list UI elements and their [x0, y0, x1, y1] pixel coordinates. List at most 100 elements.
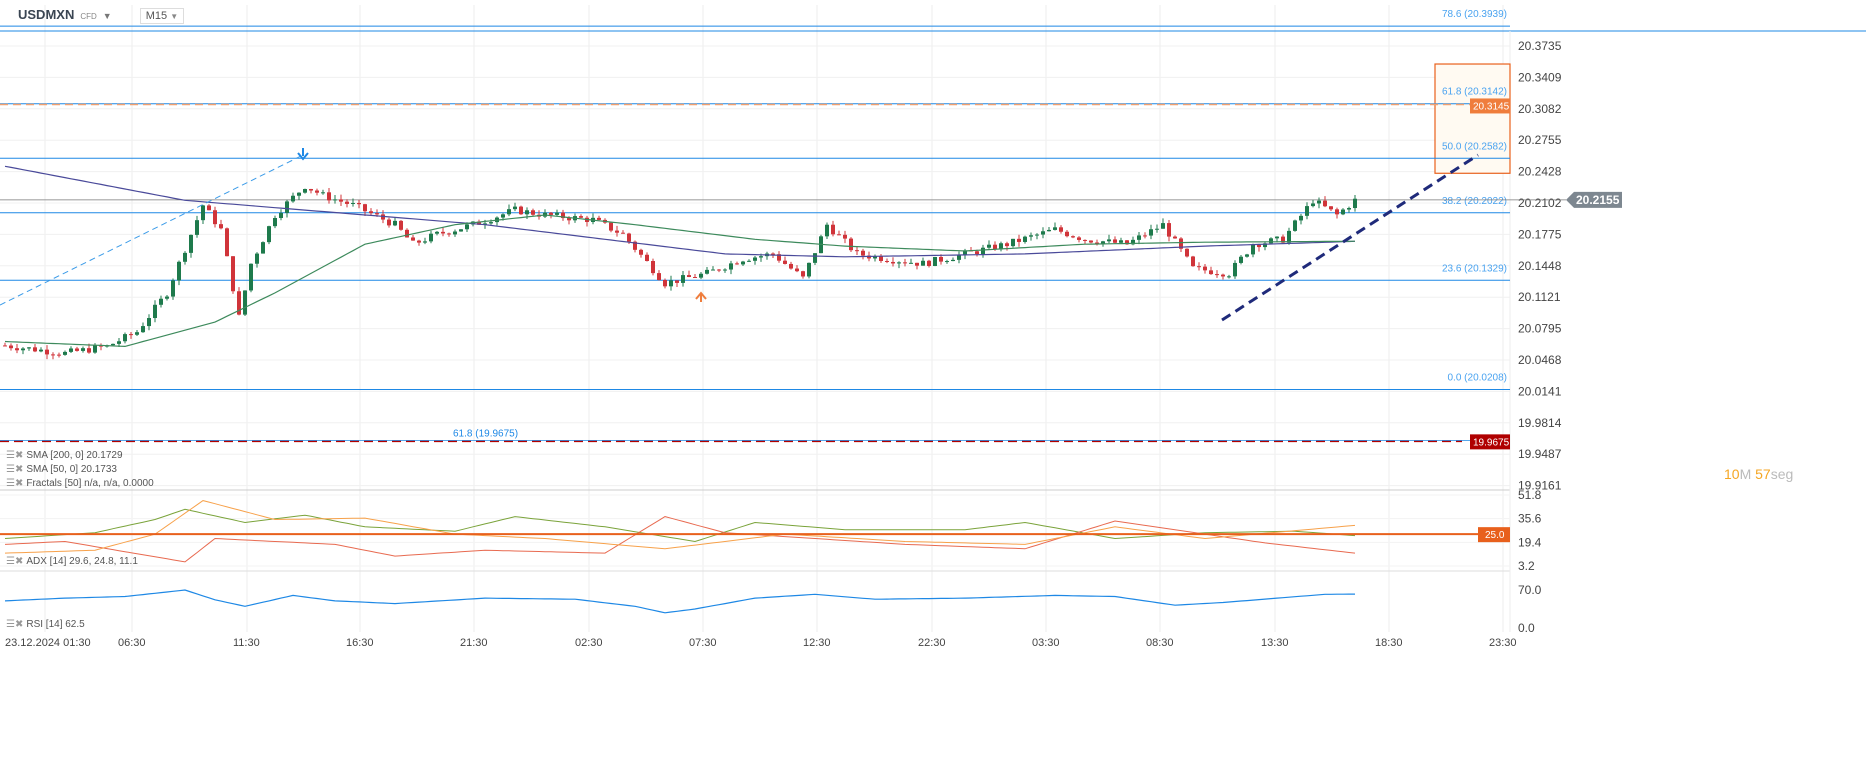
- candle-body: [1083, 239, 1087, 241]
- candle-body: [1317, 200, 1321, 204]
- candle-body: [405, 229, 409, 238]
- legend-sma200[interactable]: ☰✖ SMA [200, 0] 20.1729: [6, 450, 123, 461]
- candle-body: [1113, 239, 1117, 243]
- candle-body: [1233, 262, 1237, 277]
- candle-body: [1101, 241, 1105, 244]
- legend-rsi[interactable]: ☰✖ RSI [14] 62.5: [6, 619, 85, 630]
- candle-body: [843, 234, 847, 239]
- candle-body: [417, 240, 421, 243]
- candle-body: [705, 269, 709, 274]
- candle-body: [63, 351, 67, 355]
- candle-body: [345, 201, 349, 204]
- candle-body: [453, 231, 457, 235]
- candle-body: [303, 188, 307, 193]
- candle-body: [201, 205, 205, 221]
- symbol-dropdown-icon[interactable]: ▼: [102, 11, 112, 21]
- settings-icon[interactable]: ☰✖: [6, 450, 24, 461]
- chart-header: USDMXN CFD ▼ M15 ▼: [18, 7, 185, 24]
- candle-body: [963, 250, 967, 255]
- candle-body: [207, 205, 211, 211]
- legend-sma50[interactable]: ☰✖ SMA [50, 0] 20.1733: [6, 464, 117, 475]
- candle-body: [153, 304, 157, 319]
- rsi-line: [4, 589, 1355, 614]
- candle-body: [1173, 236, 1177, 239]
- price-tick: 20.3735: [1518, 39, 1562, 53]
- candle-body: [357, 202, 361, 205]
- candle-body: [195, 220, 199, 235]
- legend-text: SMA [200, 0] 20.1729: [26, 450, 123, 461]
- candle-body: [831, 224, 835, 235]
- candle-body: [669, 280, 673, 287]
- orange-price-tag: [1470, 98, 1510, 114]
- candle-body: [747, 260, 751, 262]
- time-tick: 12:30: [803, 637, 831, 649]
- timer-min-unit: M: [1739, 466, 1752, 482]
- candle-body: [873, 256, 877, 259]
- candle-body: [789, 263, 793, 269]
- price-tick: 20.3082: [1518, 102, 1562, 116]
- fib-label: 0.0 (20.0208): [1448, 372, 1508, 383]
- candle-body: [675, 280, 679, 283]
- candle-body: [27, 347, 31, 349]
- candle-body: [1017, 238, 1021, 242]
- candle-body: [1035, 234, 1039, 236]
- price-tick: 19.9487: [1518, 447, 1562, 461]
- candle-body: [237, 291, 241, 315]
- candle-body: [531, 210, 535, 215]
- candle-body: [177, 261, 181, 281]
- adx-level-label: 25.0: [1485, 530, 1505, 541]
- candle-body: [1143, 235, 1147, 237]
- candle-body: [219, 224, 223, 229]
- time-tick: 07:30: [689, 637, 717, 649]
- adx-minus-di-line: [4, 516, 1356, 563]
- candle-body: [231, 256, 235, 292]
- candle-body: [987, 244, 991, 248]
- timeframe-select[interactable]: M15 ▼: [139, 8, 185, 24]
- settings-icon[interactable]: ☰✖: [6, 478, 24, 489]
- timer-sec-unit: seg: [1770, 466, 1794, 482]
- candle-body: [1179, 238, 1183, 249]
- price-tick: 19.9814: [1518, 416, 1562, 430]
- candle-body: [459, 229, 463, 232]
- candle-body: [1053, 227, 1057, 230]
- settings-icon[interactable]: ☰✖: [6, 464, 24, 475]
- legend-fractals[interactable]: ☰✖ Fractals [50] n/a, n/a, 0.0000: [6, 478, 154, 489]
- candle-body: [1005, 243, 1009, 247]
- red-level-label: 61.8 (19.9675): [453, 428, 518, 439]
- candle-body: [255, 253, 259, 264]
- candle-body: [1161, 223, 1165, 229]
- fib-anchor-line: [0, 154, 304, 306]
- time-tick: 06:30: [118, 637, 146, 649]
- candle-body: [297, 192, 301, 196]
- adx-tick: 3.2: [1518, 559, 1535, 573]
- candle-body: [267, 226, 271, 243]
- candle-body: [1335, 209, 1339, 215]
- settings-icon[interactable]: ☰✖: [6, 619, 24, 630]
- red-price-tag: [1470, 434, 1510, 450]
- candle-body: [777, 254, 781, 261]
- fib-label: 78.6 (20.3939): [1442, 9, 1507, 20]
- time-tick: 23:30: [1489, 637, 1517, 649]
- symbol-label[interactable]: USDMXN: [18, 7, 75, 22]
- price-tick: 20.0468: [1518, 353, 1562, 367]
- candle-body: [693, 277, 697, 279]
- fib-label: 23.6 (20.1329): [1442, 263, 1507, 274]
- candle-body: [93, 345, 97, 353]
- candle-body: [363, 204, 367, 212]
- candle-body: [1245, 254, 1249, 257]
- candle-body: [1293, 220, 1297, 231]
- candle-body: [1095, 242, 1099, 244]
- settings-icon[interactable]: ☰✖: [6, 556, 24, 567]
- candle-body: [9, 345, 13, 349]
- candle-body: [1257, 244, 1261, 248]
- candle-body: [951, 259, 955, 262]
- legend-adx[interactable]: ☰✖ ADX [14] 29.6, 24.8, 11.1: [6, 556, 138, 567]
- candle-body: [1041, 231, 1045, 235]
- candle-body: [567, 218, 571, 221]
- candle-body: [699, 273, 703, 278]
- candle-body: [57, 354, 61, 356]
- candle-body: [429, 233, 433, 242]
- price-tick: 20.2428: [1518, 165, 1562, 179]
